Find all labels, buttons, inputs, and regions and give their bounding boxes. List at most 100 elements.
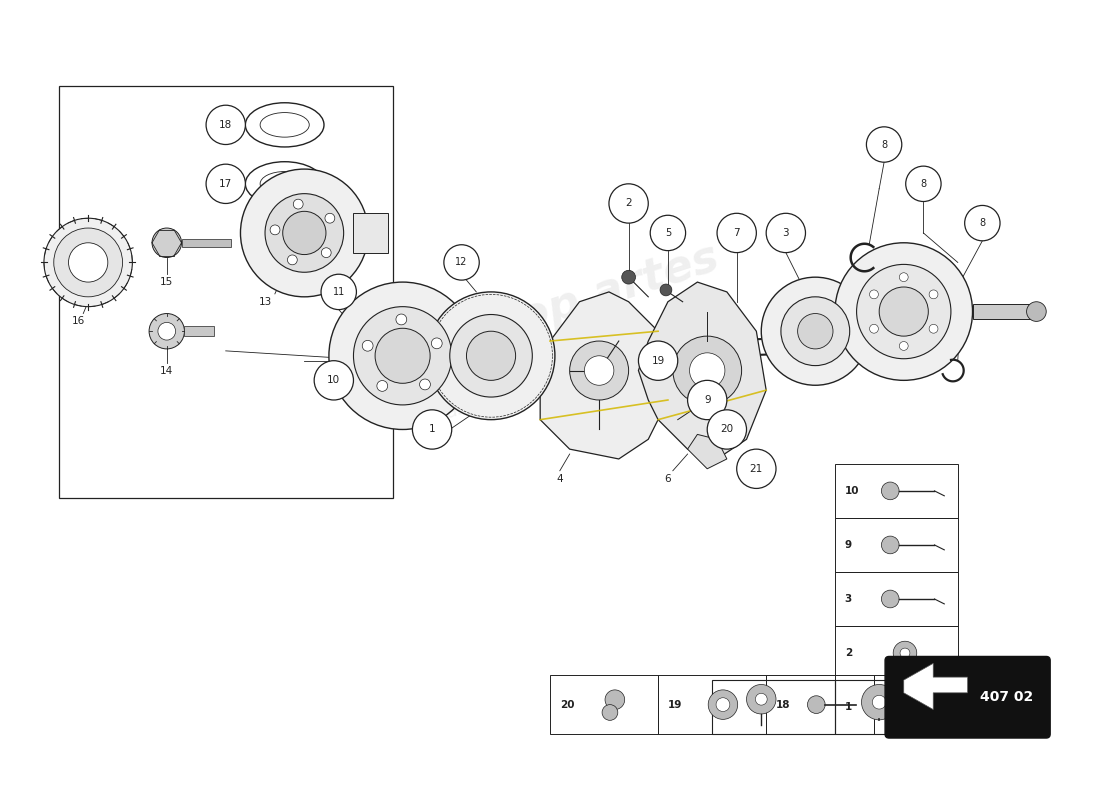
Circle shape <box>798 314 833 349</box>
Circle shape <box>54 228 122 297</box>
Circle shape <box>294 199 304 209</box>
Circle shape <box>329 282 476 430</box>
Text: 13: 13 <box>258 297 272 306</box>
Text: 4: 4 <box>557 474 563 484</box>
Circle shape <box>869 290 879 298</box>
Circle shape <box>609 184 648 223</box>
Text: 8: 8 <box>881 139 888 150</box>
Text: 3: 3 <box>782 228 789 238</box>
Circle shape <box>900 648 910 658</box>
Circle shape <box>930 290 938 298</box>
Circle shape <box>781 297 849 366</box>
Circle shape <box>206 106 245 145</box>
Circle shape <box>767 214 805 253</box>
Circle shape <box>152 228 182 258</box>
Circle shape <box>881 590 899 608</box>
Circle shape <box>324 214 334 223</box>
Circle shape <box>708 690 738 719</box>
Circle shape <box>412 410 452 449</box>
Text: 11: 11 <box>332 287 345 297</box>
Circle shape <box>444 245 480 280</box>
Circle shape <box>584 356 614 386</box>
Circle shape <box>396 314 407 325</box>
Circle shape <box>206 164 245 203</box>
Circle shape <box>315 361 353 400</box>
Polygon shape <box>540 292 668 459</box>
Circle shape <box>450 314 532 397</box>
Text: 17: 17 <box>884 700 899 710</box>
Text: 15: 15 <box>161 277 174 287</box>
Circle shape <box>924 690 954 719</box>
Bar <box>185 326 213 336</box>
Bar <box>835 626 958 680</box>
Text: 19: 19 <box>668 700 682 710</box>
Circle shape <box>265 194 343 272</box>
Circle shape <box>861 685 896 720</box>
Bar <box>874 675 982 734</box>
Text: 2: 2 <box>845 648 853 658</box>
Circle shape <box>673 336 741 405</box>
Circle shape <box>621 270 636 284</box>
Circle shape <box>605 690 625 710</box>
Circle shape <box>431 338 442 349</box>
Bar <box>58 86 393 498</box>
Circle shape <box>570 341 628 400</box>
Bar <box>658 675 767 734</box>
Text: 20: 20 <box>560 700 574 710</box>
Circle shape <box>375 328 430 383</box>
Circle shape <box>690 353 725 388</box>
Circle shape <box>857 264 950 358</box>
Text: 6: 6 <box>664 474 671 484</box>
Text: 7: 7 <box>734 228 740 238</box>
Text: 18: 18 <box>776 700 791 710</box>
Text: 5: 5 <box>664 228 671 238</box>
Bar <box>835 518 958 572</box>
Text: 1: 1 <box>845 702 853 712</box>
Circle shape <box>879 287 928 336</box>
Bar <box>353 214 388 253</box>
Circle shape <box>930 324 938 333</box>
Bar <box>835 572 958 626</box>
Circle shape <box>900 273 909 282</box>
Circle shape <box>427 292 554 420</box>
Circle shape <box>321 248 331 258</box>
Text: 9: 9 <box>704 395 711 405</box>
Circle shape <box>1026 302 1046 322</box>
Circle shape <box>241 169 368 297</box>
Polygon shape <box>904 663 968 710</box>
Bar <box>550 675 658 734</box>
Text: 17: 17 <box>219 179 232 189</box>
Text: 21: 21 <box>722 702 737 712</box>
Text: 16: 16 <box>72 316 85 326</box>
FancyBboxPatch shape <box>886 657 1050 738</box>
Circle shape <box>466 331 516 380</box>
Circle shape <box>650 215 685 250</box>
Circle shape <box>737 449 775 489</box>
Circle shape <box>158 322 176 340</box>
Text: 12: 12 <box>455 258 468 267</box>
Bar <box>972 304 1032 319</box>
Circle shape <box>872 695 887 709</box>
Text: 407 02: 407 02 <box>980 690 1034 704</box>
Circle shape <box>716 698 729 711</box>
Circle shape <box>287 255 297 265</box>
Bar <box>767 675 874 734</box>
Circle shape <box>638 341 678 380</box>
Circle shape <box>602 705 618 720</box>
Text: 1: 1 <box>429 425 436 434</box>
Text: 14: 14 <box>161 366 174 375</box>
Bar <box>182 239 231 246</box>
Circle shape <box>321 274 356 310</box>
Circle shape <box>747 685 776 714</box>
Polygon shape <box>688 434 727 469</box>
Text: 2: 2 <box>625 198 631 209</box>
Circle shape <box>271 225 279 234</box>
Text: 19: 19 <box>651 356 664 366</box>
Text: 10: 10 <box>845 486 859 496</box>
Circle shape <box>707 410 747 449</box>
Circle shape <box>419 379 430 390</box>
Circle shape <box>932 697 947 713</box>
Text: 21: 21 <box>750 464 763 474</box>
Circle shape <box>150 314 185 349</box>
Circle shape <box>881 482 899 500</box>
